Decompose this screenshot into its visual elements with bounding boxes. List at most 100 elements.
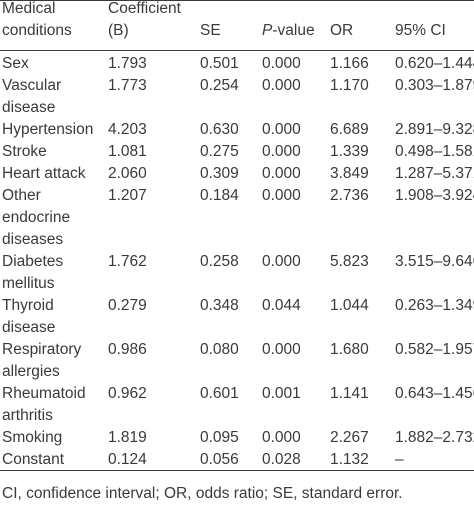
cell-ci: 0.303–1.879 — [395, 77, 474, 94]
cell-se: 0.095 — [200, 429, 239, 446]
cell-coefficient: 1.819 — [108, 429, 147, 446]
cell-p-value: 0.000 — [262, 143, 301, 160]
cell-coefficient: 1.762 — [108, 253, 147, 270]
cell-p-value: 0.044 — [262, 297, 301, 314]
cell-condition: Diabetes mellitus — [2, 251, 63, 295]
condition-line: Heart attack — [2, 165, 86, 182]
condition-line: Hypertension — [2, 121, 94, 138]
cell-condition: Vascular disease — [2, 75, 61, 119]
cell-condition: Sex — [2, 53, 29, 75]
cell-or: 1.141 — [330, 385, 369, 402]
cell-se: 0.501 — [200, 55, 239, 72]
cell-condition: Heart attack — [2, 163, 86, 185]
condition-line: Vascular — [2, 77, 62, 94]
cell-coefficient: 1.793 — [108, 55, 147, 72]
cell-coefficient: 1.773 — [108, 77, 147, 94]
cell-or: 3.849 — [330, 165, 369, 182]
condition-line: Constant — [2, 451, 65, 468]
cell-condition: Other endocrine diseases — [2, 185, 70, 251]
cell-condition: Hypertension — [2, 119, 93, 141]
condition-line: diseases — [2, 231, 64, 248]
table-bottom-rule — [0, 470, 474, 471]
cell-or: 1.680 — [330, 341, 369, 358]
header-bottom-rule — [0, 50, 474, 51]
cell-coefficient: 0.986 — [108, 341, 147, 358]
cell-se: 0.601 — [200, 385, 239, 402]
condition-line: disease — [2, 319, 56, 336]
cell-p-value: 0.000 — [262, 55, 301, 72]
cell-ci: – — [395, 451, 404, 468]
cell-p-value: 0.000 — [262, 77, 301, 94]
condition-line: mellitus — [2, 275, 55, 292]
cell-condition: Smoking — [2, 427, 62, 449]
cell-or: 1.166 — [330, 55, 369, 72]
cell-or: 1.339 — [330, 143, 369, 160]
cell-se: 0.184 — [200, 187, 239, 204]
cell-coefficient: 4.203 — [108, 121, 147, 138]
cell-se: 0.630 — [200, 121, 239, 138]
cell-coefficient: 0.279 — [108, 297, 147, 314]
cell-ci: 0.263–1.349 — [395, 297, 474, 314]
header-condition: Medical conditions — [2, 0, 72, 39]
table-footnote: CI, confidence interval; OR, odds ratio;… — [2, 485, 403, 502]
cell-coefficient: 0.124 — [108, 451, 147, 468]
cell-se: 0.254 — [200, 77, 239, 94]
condition-line: endocrine — [2, 209, 71, 226]
condition-line: Other — [2, 187, 41, 204]
cell-condition: Respiratory allergies — [2, 339, 81, 383]
cell-se: 0.348 — [200, 297, 239, 314]
top-rule — [0, 0, 474, 1]
cell-condition: Constant — [2, 449, 64, 471]
cell-se: 0.275 — [200, 143, 239, 160]
cell-ci: 0.620–1.444 — [395, 55, 474, 72]
header-se: SE — [200, 22, 221, 39]
cell-condition: Rheumatoid arthritis — [2, 383, 86, 427]
condition-line: Stroke — [2, 143, 47, 160]
condition-line: Smoking — [2, 429, 63, 446]
header-ci: 95% CI — [395, 22, 446, 39]
cell-ci: 1.908–3.924 — [395, 187, 474, 204]
cell-coefficient: 0.962 — [108, 385, 147, 402]
condition-line: Sex — [2, 55, 29, 72]
cell-p-value: 0.001 — [262, 385, 301, 402]
header-or: OR — [330, 22, 354, 39]
cell-ci: 2.891–9.328 — [395, 121, 474, 138]
condition-line: Diabetes — [2, 253, 64, 270]
cell-ci: 0.643–1.456 — [395, 385, 474, 402]
cell-ci: 1.882–2.732 — [395, 429, 474, 446]
cell-se: 0.080 — [200, 341, 239, 358]
cell-condition: Stroke — [2, 141, 47, 163]
cell-or: 6.689 — [330, 121, 369, 138]
cell-condition: Thyroid disease — [2, 295, 55, 339]
header-coefficient: Coefficient (B) — [108, 0, 181, 39]
cell-or: 1.132 — [330, 451, 369, 468]
cell-p-value: 0.028 — [262, 451, 301, 468]
cell-coefficient: 1.081 — [108, 143, 147, 160]
cell-p-value: 0.000 — [262, 341, 301, 358]
cell-or: 1.044 — [330, 297, 369, 314]
cell-ci: 3.515–9.646 — [395, 253, 474, 270]
cell-p-value: 0.000 — [262, 429, 301, 446]
cell-or: 1.170 — [330, 77, 369, 94]
cell-se: 0.309 — [200, 165, 239, 182]
cell-or: 2.267 — [330, 429, 369, 446]
cell-or: 2.736 — [330, 187, 369, 204]
cell-se: 0.056 — [200, 451, 239, 468]
cell-p-value: 0.000 — [262, 165, 301, 182]
condition-line: arthritis — [2, 407, 53, 424]
cell-coefficient: 2.060 — [108, 165, 147, 182]
condition-line: disease — [2, 99, 56, 116]
condition-line: allergies — [2, 363, 60, 380]
cell-p-value: 0.000 — [262, 253, 301, 270]
header-p-value: P-value — [262, 22, 315, 39]
cell-ci: 0.498–1.581 — [395, 143, 474, 160]
cell-ci: 1.287–5.371 — [395, 165, 474, 182]
cell-se: 0.258 — [200, 253, 239, 270]
cell-p-value: 0.000 — [262, 187, 301, 204]
cell-ci: 0.582–1.957 — [395, 341, 474, 358]
condition-line: Rheumatoid — [2, 385, 86, 402]
cell-or: 5.823 — [330, 253, 369, 270]
condition-line: Respiratory — [2, 341, 82, 358]
condition-line: Thyroid — [2, 297, 54, 314]
cell-coefficient: 1.207 — [108, 187, 147, 204]
